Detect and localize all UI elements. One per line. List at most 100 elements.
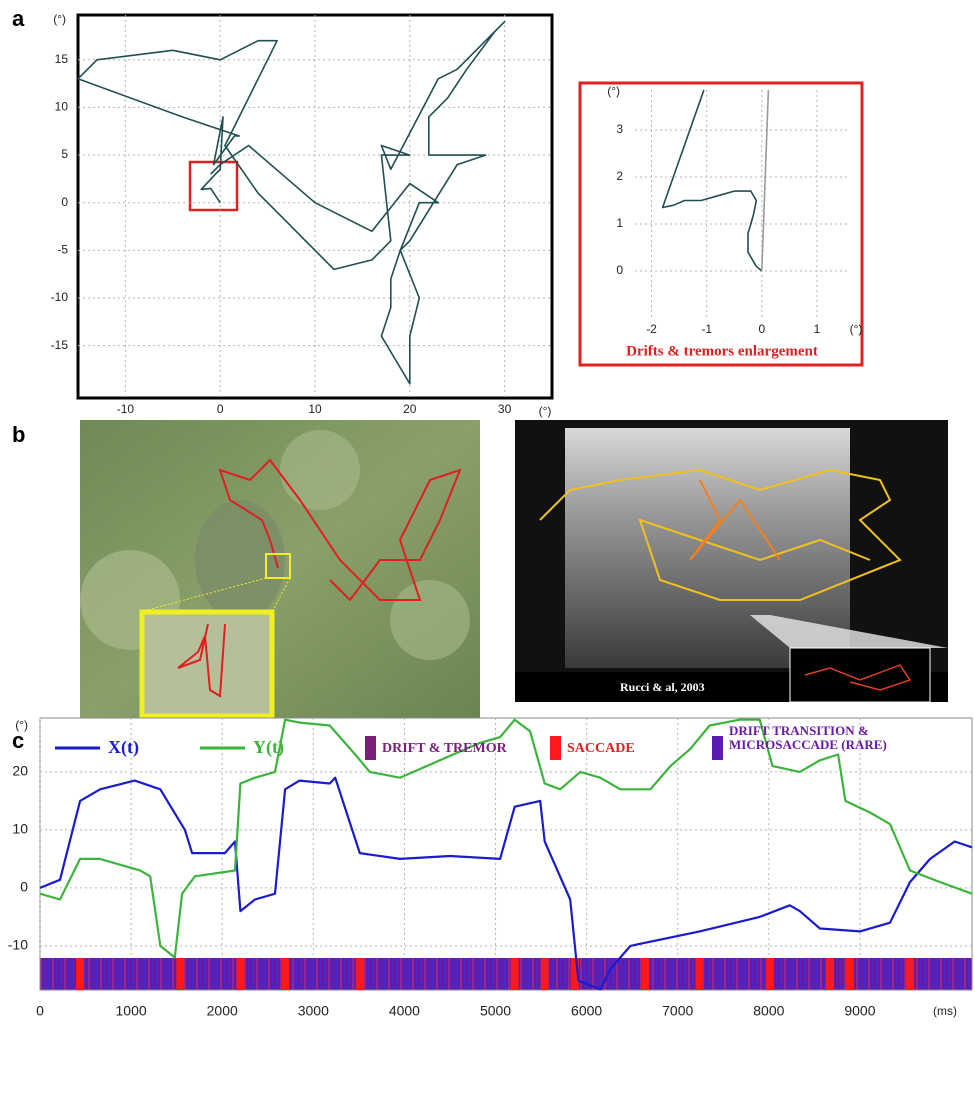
- texture-stripe: [88, 958, 90, 990]
- texture-stripe: [824, 958, 826, 990]
- texture-stripe: [364, 958, 366, 990]
- legend-label: Y(t): [253, 737, 284, 758]
- panel-label: a: [12, 6, 25, 31]
- texture-stripe: [188, 958, 190, 990]
- texture-stripe: [704, 958, 706, 990]
- texture-stripe: [740, 958, 742, 990]
- texture-stripe: [116, 958, 118, 990]
- y-tick-label: 20: [12, 763, 28, 779]
- data-line: [39, 776, 973, 991]
- y-tick-label: 0: [61, 195, 68, 209]
- texture-stripe: [712, 958, 714, 990]
- texture-stripe: [620, 958, 622, 990]
- texture-stripe: [320, 958, 322, 990]
- texture-stripe: [204, 958, 206, 990]
- texture-stripe: [720, 958, 722, 990]
- texture-stripe: [344, 958, 346, 990]
- texture-stripe: [216, 958, 218, 990]
- y-tick-label: 1: [616, 216, 623, 230]
- legend-swatch: [550, 736, 561, 760]
- y-tick-label: 5: [61, 147, 68, 161]
- texture-stripe: [584, 958, 586, 990]
- x-unit: (°): [850, 322, 863, 336]
- texture-stripe: [124, 958, 126, 990]
- texture-stripe: [680, 958, 682, 990]
- texture-stripe: [672, 958, 674, 990]
- y-unit: (°): [53, 12, 66, 26]
- texture-stripe: [256, 958, 258, 990]
- y-tick-label: 10: [55, 100, 69, 114]
- x-tick-label: 2000: [207, 1003, 238, 1019]
- texture-stripe: [648, 958, 650, 990]
- legend-label: DRIFT TRANSITION & MICROSACCADE (RARE): [729, 724, 887, 752]
- texture-stripe: [600, 958, 602, 990]
- legend-label: SACCADE: [567, 741, 635, 756]
- texture-stripe: [312, 958, 314, 990]
- panel-label: c: [12, 728, 24, 753]
- texture-stripe: [724, 958, 726, 990]
- texture-stripe: [304, 958, 306, 990]
- x-tick-label: 4000: [389, 1003, 420, 1019]
- x-tick-label: 0: [36, 1003, 44, 1019]
- x-tick-label: 0: [758, 322, 765, 336]
- texture-stripe: [588, 958, 590, 990]
- texture-stripe: [156, 958, 158, 990]
- x-unit: (ms): [933, 1004, 957, 1018]
- texture-stripe: [500, 958, 502, 990]
- texture-stripe: [352, 958, 354, 990]
- x-tick-label: 0: [217, 402, 224, 416]
- texture-stripe: [948, 958, 950, 990]
- texture-stripe: [40, 958, 42, 990]
- texture-stripe: [272, 958, 274, 990]
- texture-stripe: [412, 958, 414, 990]
- texture-stripe: [208, 958, 210, 990]
- texture-stripe: [56, 958, 58, 990]
- x-tick-label: 5000: [480, 1003, 511, 1019]
- saccade-event: [510, 958, 519, 990]
- y-unit: (°): [15, 718, 28, 732]
- texture-stripe: [580, 958, 582, 990]
- texture-stripe: [148, 958, 150, 990]
- texture-stripe: [496, 958, 498, 990]
- y-tick-label: 0: [616, 263, 623, 277]
- texture-stripe: [424, 958, 426, 990]
- texture-stripe: [708, 958, 710, 990]
- texture-stripe: [408, 958, 410, 990]
- data-line: [77, 20, 506, 385]
- texture-stripe: [232, 958, 234, 990]
- texture-stripe: [796, 958, 798, 990]
- texture-stripe: [748, 958, 750, 990]
- texture-stripe: [904, 958, 906, 990]
- texture-stripe: [120, 958, 122, 990]
- texture-stripe: [140, 958, 142, 990]
- texture-stripe: [776, 958, 778, 990]
- texture-stripe: [756, 958, 758, 990]
- texture-stripe: [936, 958, 938, 990]
- texture-stripe: [212, 958, 214, 990]
- texture-stripe: [684, 958, 686, 990]
- texture-stripe: [860, 958, 862, 990]
- texture-stripe: [48, 958, 50, 990]
- texture-stripe: [420, 958, 422, 990]
- saccade-event: [906, 958, 915, 990]
- texture-stripe: [864, 958, 866, 990]
- texture-stripe: [340, 958, 342, 990]
- texture-stripe: [968, 958, 970, 990]
- legend-label-box: DRIFT TRANSITION & MICROSACCADE (RARE): [729, 724, 887, 752]
- texture-stripe: [752, 958, 754, 990]
- texture-stripe: [152, 958, 154, 990]
- x-tick-label: 1: [814, 322, 821, 336]
- texture-stripe: [568, 958, 570, 990]
- texture-stripe: [592, 958, 594, 990]
- texture-stripe: [280, 958, 282, 990]
- texture-stripe: [556, 958, 558, 990]
- texture-stripe: [316, 958, 318, 990]
- texture-stripe: [244, 958, 246, 990]
- texture-stripe: [816, 958, 818, 990]
- texture-stripe: [876, 958, 878, 990]
- texture-stripe: [348, 958, 350, 990]
- texture-stripe: [952, 958, 954, 990]
- texture-stripe: [44, 958, 46, 990]
- x-tick-label: -1: [701, 322, 712, 336]
- texture-stripe: [596, 958, 598, 990]
